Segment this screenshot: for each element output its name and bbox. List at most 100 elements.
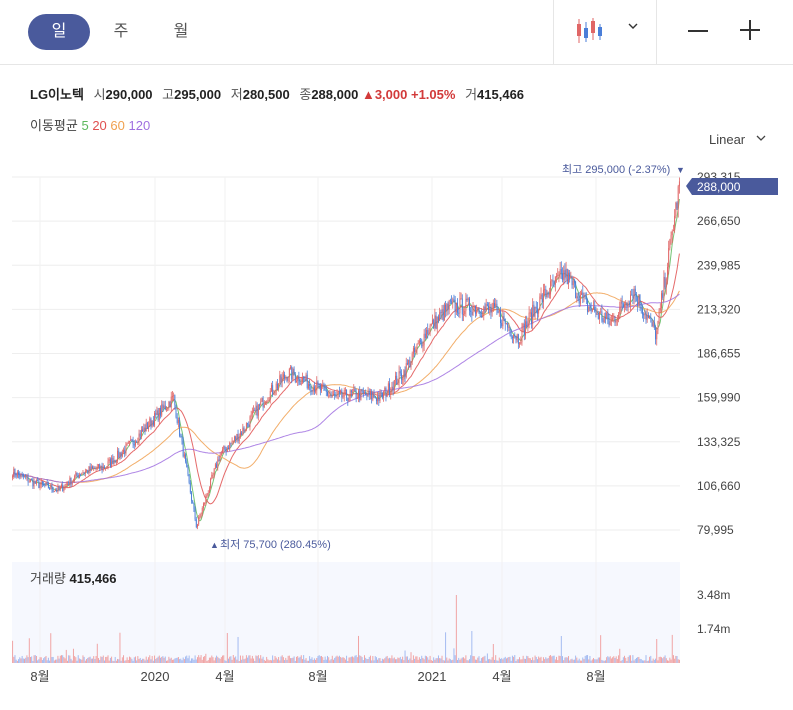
volume-bar	[315, 659, 317, 663]
chevron-down-icon[interactable]	[627, 20, 639, 32]
volume-bar	[157, 656, 159, 663]
volume-bar	[365, 657, 367, 663]
volume-bar	[263, 659, 265, 663]
volume-bar	[303, 655, 305, 663]
volume-bar	[132, 660, 134, 663]
candle-body	[367, 390, 369, 397]
ma-60[interactable]: 60	[110, 118, 125, 133]
volume-bar	[677, 659, 679, 663]
volume-bar	[53, 660, 55, 663]
ma-5[interactable]: 5	[81, 118, 89, 133]
volume-bar	[544, 659, 546, 663]
volume-bar	[279, 660, 281, 663]
ma-120[interactable]: 120	[128, 118, 151, 133]
volume-bar	[207, 660, 209, 663]
candle-body	[550, 281, 552, 295]
candle-body	[237, 434, 239, 441]
candle-body	[429, 325, 431, 334]
volume-bar	[547, 658, 549, 663]
volume-bar	[352, 656, 354, 663]
candle-body	[542, 289, 544, 303]
candle-body	[323, 384, 325, 388]
candle-body	[275, 383, 277, 392]
change-value: 3,000	[374, 87, 408, 102]
candle-body	[83, 472, 85, 474]
ma-line-120	[12, 293, 680, 484]
candle-body	[292, 368, 294, 380]
candle-body	[405, 363, 407, 378]
volume-bar	[137, 656, 139, 663]
candle-body	[356, 397, 358, 399]
volume-bar	[131, 658, 133, 663]
volume-bar	[118, 659, 120, 663]
zoom-in-icon[interactable]	[740, 20, 760, 40]
candle-body	[143, 427, 145, 432]
candle-body	[28, 481, 30, 483]
volume-bar	[124, 660, 126, 663]
volume-bar	[332, 659, 334, 663]
candle-body	[472, 307, 474, 315]
candle-body	[211, 474, 213, 479]
candlestick-icon[interactable]	[574, 16, 604, 46]
candle-body	[609, 321, 611, 326]
candle-body	[520, 342, 522, 344]
volume-bar	[482, 657, 484, 663]
candle-body	[521, 326, 523, 343]
volume-bar	[442, 660, 444, 663]
candle-body	[185, 454, 187, 462]
volume-bar	[169, 658, 171, 663]
volume-bar	[193, 659, 195, 663]
candle-body	[507, 323, 509, 328]
candle-body	[625, 302, 627, 306]
candle-body	[340, 390, 342, 393]
zoom-out-icon[interactable]	[688, 30, 708, 32]
volume-bar	[188, 655, 190, 663]
x-tick-label: 8월	[308, 669, 327, 684]
volume-bar	[216, 655, 218, 663]
candle-body	[121, 452, 123, 457]
volume-bar	[225, 660, 227, 663]
candle-body	[445, 304, 447, 311]
candle-body	[72, 479, 74, 481]
candle-body	[602, 320, 604, 323]
candle-body	[441, 309, 443, 314]
candle-body	[571, 276, 573, 286]
tab-day[interactable]: 일	[28, 14, 90, 50]
candle-body	[180, 435, 182, 437]
volume-bar	[113, 660, 115, 663]
candle-body	[80, 474, 82, 476]
candle-body	[588, 306, 590, 312]
tab-month[interactable]: 월	[173, 23, 189, 40]
volume-bar	[619, 648, 621, 663]
candle-body	[436, 316, 438, 329]
candle-body	[322, 384, 324, 386]
volume-bar	[646, 660, 648, 663]
candle-body	[485, 304, 487, 310]
volume-bar	[49, 660, 51, 663]
candle-body	[387, 383, 389, 394]
scale-selector[interactable]: Linear	[709, 132, 767, 147]
candle-body	[346, 389, 348, 398]
candle-body	[526, 321, 528, 327]
tab-week[interactable]: 주	[113, 23, 129, 40]
volume-bar	[397, 657, 399, 663]
candle-body	[671, 231, 673, 236]
volume-bar	[553, 655, 555, 663]
volume-bar	[21, 655, 23, 663]
candle-body	[173, 395, 175, 397]
volume-bar	[189, 660, 191, 663]
volume-bar	[362, 660, 364, 663]
candle-body	[674, 215, 676, 231]
candle-body	[37, 480, 39, 482]
volume-bar	[249, 655, 251, 663]
volume-bar	[63, 657, 65, 663]
volume-bar	[535, 656, 537, 663]
volume-bar	[665, 658, 667, 663]
candle-body	[385, 387, 387, 397]
candle-body	[572, 280, 574, 286]
candle-body	[193, 503, 195, 510]
candle-body	[200, 513, 202, 516]
ma-20[interactable]: 20	[92, 118, 107, 133]
candle-body	[503, 316, 505, 319]
